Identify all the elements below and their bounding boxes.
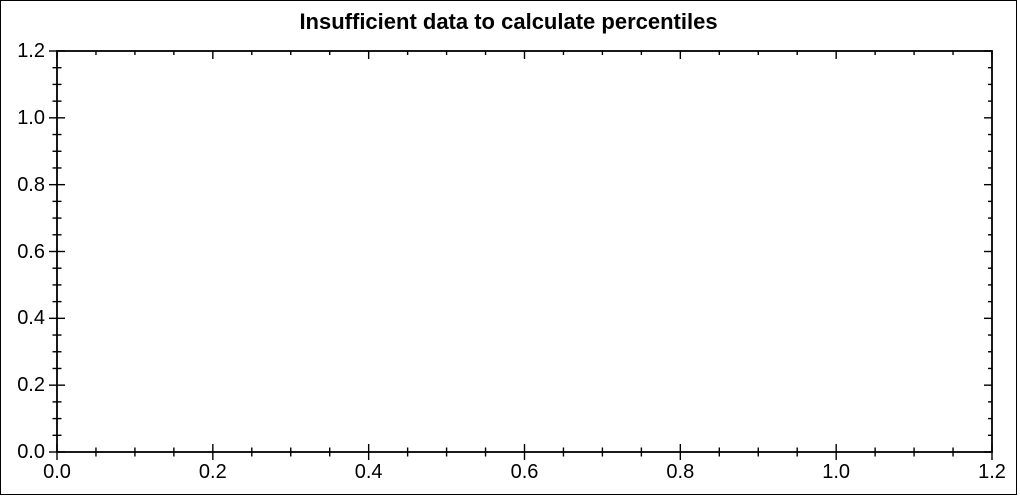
x-tick-label: 0.2 — [198, 461, 227, 483]
y-tick-label: 0.2 — [17, 374, 45, 397]
y-tick-label: 1.0 — [17, 106, 45, 129]
y-tick-label: 0.0 — [17, 441, 45, 463]
x-tick-label: 1.0 — [822, 461, 851, 483]
x-tick-label: 0.6 — [510, 461, 539, 483]
x-tick-label: 1.2 — [978, 461, 1006, 483]
x-tick-label: 0.4 — [354, 461, 383, 483]
plot-box — [56, 50, 993, 453]
y-tick-label: 1.2 — [17, 40, 45, 62]
y-tick-label: 0.4 — [17, 307, 45, 330]
x-tick-label: 0.0 — [43, 461, 71, 483]
x-tick-label: 0.8 — [666, 461, 695, 483]
y-tick-label: 0.6 — [17, 240, 45, 263]
y-tick-label: 0.8 — [17, 173, 45, 196]
chart-title: Insufficient data to calculate percentil… — [299, 9, 718, 34]
